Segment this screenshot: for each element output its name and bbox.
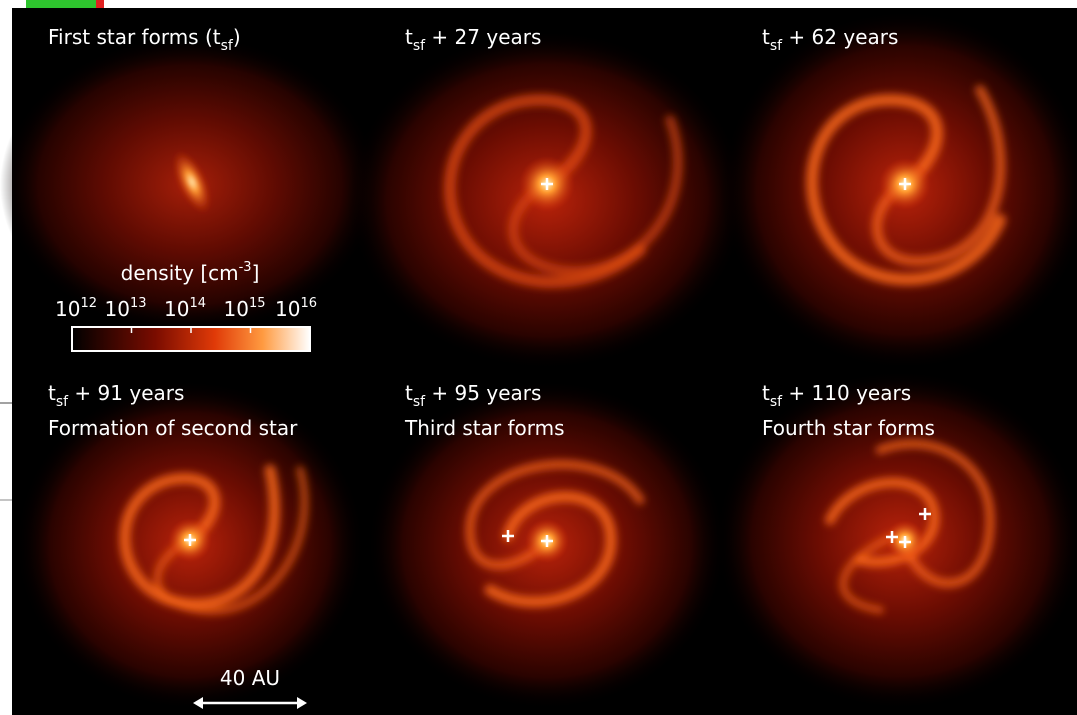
tick-exponent: 15 [249, 296, 266, 311]
label-text: density [cm [121, 261, 239, 285]
tick-base: 10 [164, 297, 189, 321]
label-subscript: sf [413, 38, 426, 54]
panel-label: tsf + 62 years [762, 25, 898, 54]
panel-label: tsf + 95 years [405, 381, 541, 410]
panel-image [347, 30, 747, 370]
tick-base: 10 [224, 297, 249, 321]
label-text: + 27 years [425, 25, 541, 49]
scale-bar [193, 697, 307, 709]
colorbar-tick-label: 1013 [105, 296, 147, 321]
label-text: + 62 years [782, 25, 898, 49]
label-superscript: -3 [239, 260, 252, 275]
label-text: + 95 years [425, 381, 541, 405]
tick-base: 10 [275, 297, 300, 321]
tick-exponent: 13 [130, 296, 147, 311]
panel-image [715, 370, 1077, 710]
panel-label: tsf + 110 years [762, 381, 911, 410]
panel-label: First star forms (tsf) [48, 25, 241, 54]
colorbar-tick-label: 1015 [224, 296, 266, 321]
colorbar-tick-label: 1012 [55, 296, 97, 321]
panel-label: tsf + 27 years [405, 25, 541, 54]
label-text: t [762, 25, 770, 49]
label-text: ] [252, 261, 260, 285]
label-text: First star forms (t [48, 25, 221, 49]
tick-exponent: 12 [80, 296, 97, 311]
panel-label: tsf + 91 years [48, 381, 184, 410]
tick-base: 10 [55, 297, 80, 321]
panel-image [720, 10, 1077, 370]
star-markers [184, 178, 931, 548]
label-text: t [48, 381, 56, 405]
label-subscript: sf [221, 38, 234, 54]
tick-exponent: 16 [300, 296, 317, 311]
scale-bar-label: 40 AU [220, 666, 280, 690]
artifact [96, 0, 104, 12]
label-text: t [405, 381, 413, 405]
colorbar-tick-label: 1016 [275, 296, 317, 321]
label-subscript: sf [770, 394, 783, 410]
tick-base: 10 [105, 297, 130, 321]
label-text: ) [233, 25, 241, 49]
label-text: + 110 years [782, 381, 911, 405]
panel-image [0, 35, 380, 335]
colorbar-label: density [cm-3] [121, 260, 260, 285]
panel-caption: Third star forms [404, 416, 565, 440]
label-subscript: sf [413, 394, 426, 410]
label-text: t [405, 25, 413, 49]
label-text: t [762, 381, 770, 405]
panel-caption: Formation of second star [48, 416, 298, 440]
tick-exponent: 14 [189, 296, 206, 311]
label-subscript: sf [56, 394, 69, 410]
label-subscript: sf [770, 38, 783, 54]
panel-caption: Fourth star forms [762, 416, 935, 440]
colorbar-tick-label: 1014 [164, 296, 206, 321]
label-text: + 91 years [68, 381, 184, 405]
